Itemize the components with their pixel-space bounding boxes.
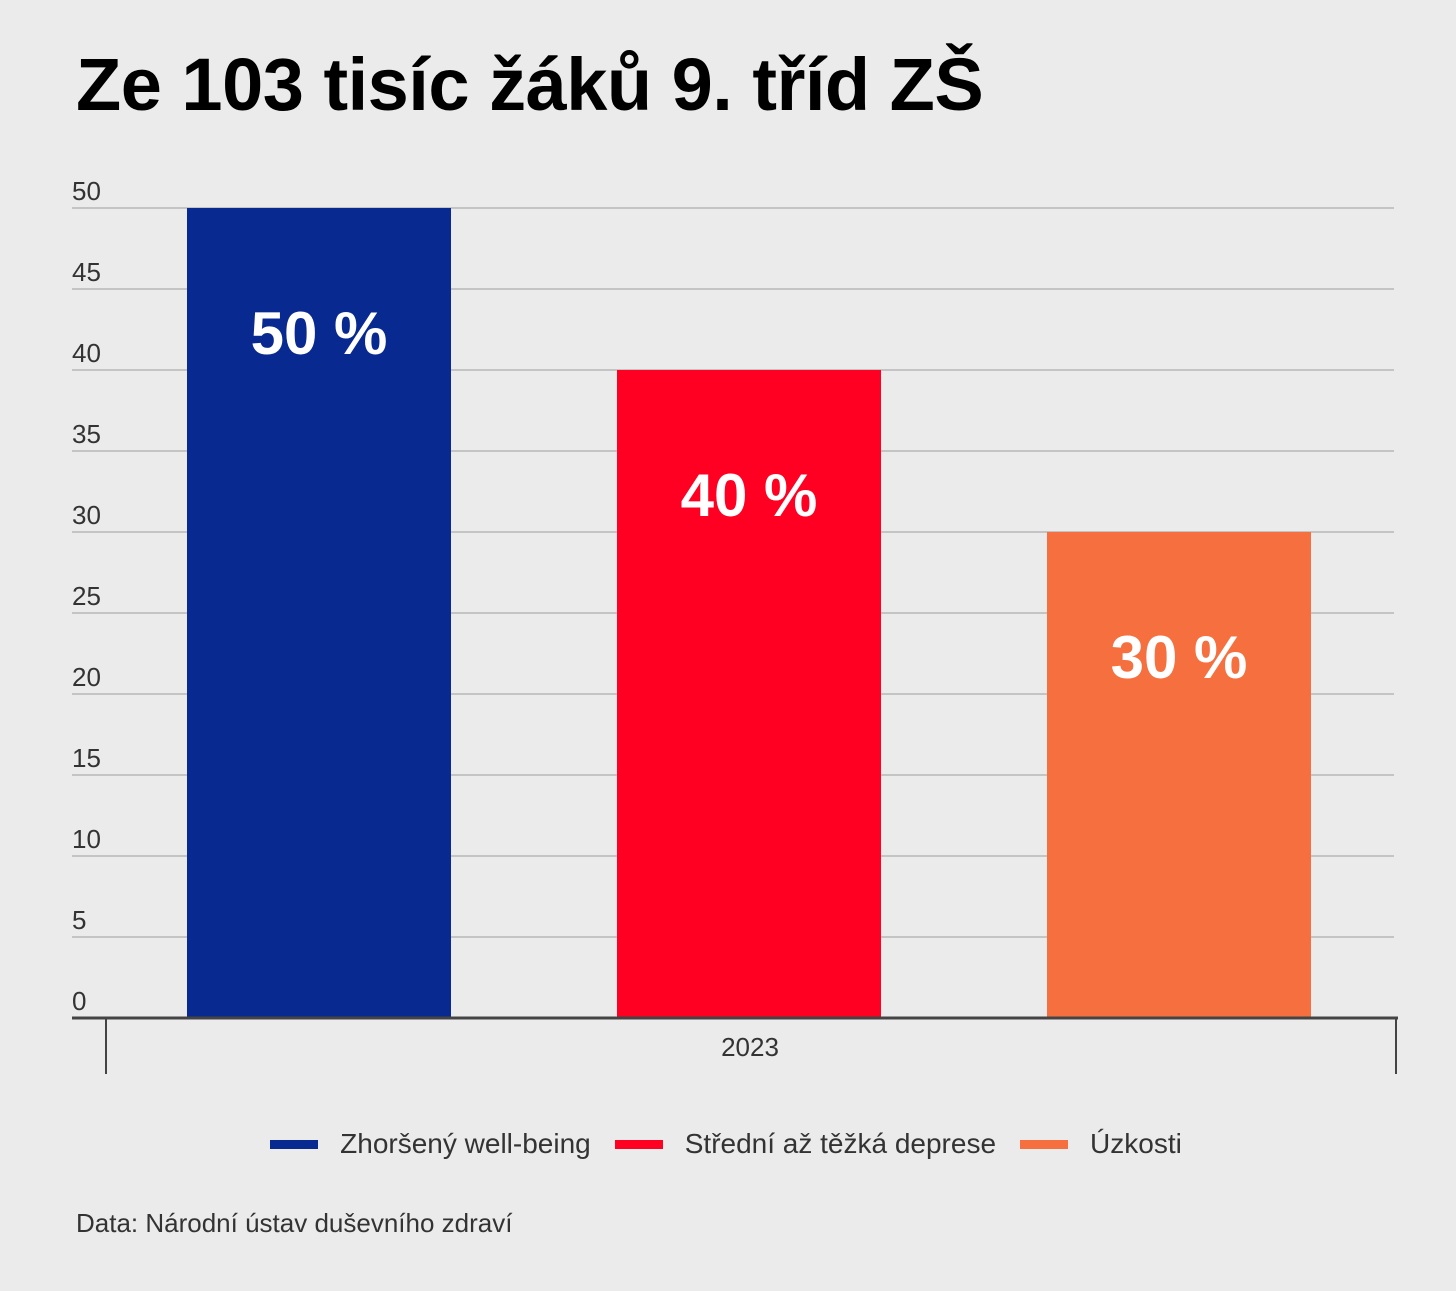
y-tick-label: 30 (72, 500, 101, 530)
bar-value-label: 40 % (681, 462, 818, 529)
bars: 50 % 40 % 30 % (187, 208, 1311, 1018)
y-tick-label: 0 (72, 986, 86, 1016)
y-axis-ticks: 0 5 10 15 20 25 30 35 40 45 50 (72, 176, 101, 1016)
legend-swatch (1020, 1139, 1069, 1149)
y-tick-label: 45 (72, 257, 101, 287)
source-note: Data: Národní ústav duševního zdraví (76, 1208, 513, 1238)
bar-value-label: 30 % (1111, 624, 1248, 691)
legend: Zhoršený well-being Střední až těžká dep… (0, 1128, 1456, 1160)
legend-label: Úzkosti (1090, 1128, 1182, 1159)
bar-chart: 0 5 10 15 20 25 30 35 40 45 50 50 % 40 % 30 % 2023 (72, 176, 1398, 1074)
y-tick-label: 20 (72, 662, 101, 692)
legend-item-uzkosti: Úzkosti (1020, 1128, 1182, 1160)
y-tick-label: 15 (72, 743, 101, 773)
y-tick-label: 10 (72, 824, 101, 854)
bar-2 (1047, 532, 1311, 1018)
x-axis: 2023 (72, 1016, 1398, 1074)
y-tick-label: 5 (72, 905, 86, 935)
bar-value-label: 50 % (251, 300, 388, 367)
legend-label: Zhoršený well-being (340, 1128, 591, 1159)
bar-1 (617, 370, 881, 1018)
y-tick-label: 50 (72, 176, 101, 206)
y-tick-label: 25 (72, 581, 101, 611)
x-category-label: 2023 (721, 1032, 779, 1062)
legend-label: Střední až těžká deprese (684, 1128, 997, 1159)
y-tick-label: 40 (72, 338, 101, 368)
bar-0 (187, 208, 451, 1018)
legend-item-well-being: Zhoršený well-being (270, 1128, 591, 1160)
legend-swatch (270, 1139, 319, 1149)
legend-swatch (614, 1139, 663, 1149)
legend-item-deprese: Střední až těžká deprese (614, 1128, 997, 1160)
y-tick-label: 35 (72, 419, 101, 449)
chart-title: Ze 103 tisíc žáků 9. tříd ZŠ (76, 43, 984, 126)
